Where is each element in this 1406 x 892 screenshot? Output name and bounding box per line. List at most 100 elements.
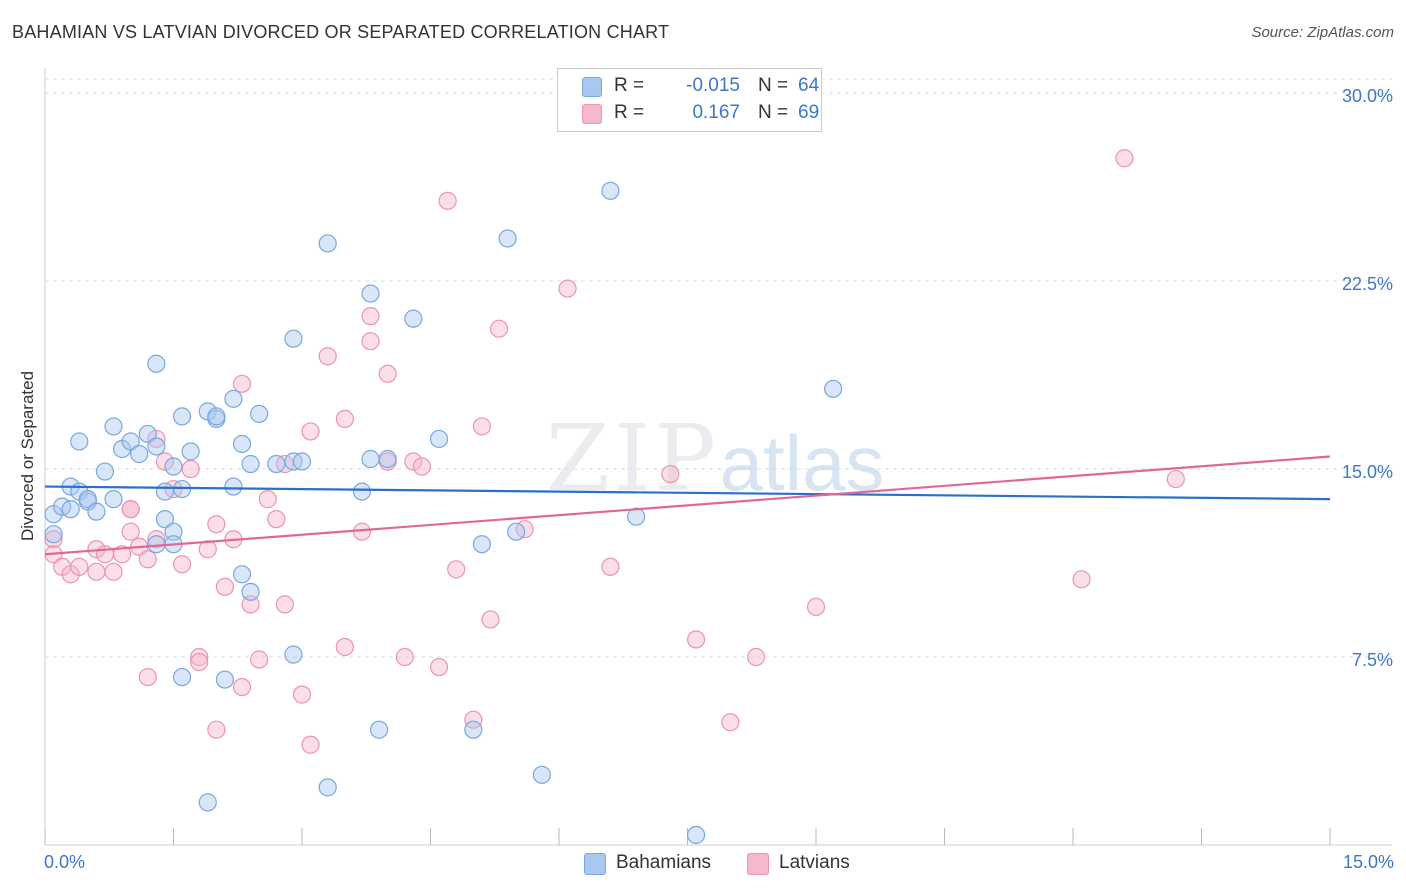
data-point-bahamians: [507, 522, 526, 541]
trend-line-latvians: [44, 455, 1331, 556]
data-point-bahamians: [352, 482, 372, 501]
data-point-latvians: [404, 452, 423, 471]
y-tick-label: 30.0%: [1342, 86, 1393, 106]
data-point-latvians: [301, 735, 320, 754]
data-point-latvians: [104, 562, 123, 581]
data-points: [44, 149, 1185, 845]
bottom-legend-label: Bahamians: [616, 852, 712, 873]
legend-swatch-latvians: [582, 104, 602, 124]
data-point-latvians: [429, 657, 449, 677]
data-point-latvians: [181, 459, 200, 479]
data-point-latvians: [292, 685, 312, 704]
data-point-latvians: [378, 364, 397, 383]
data-point-latvians: [481, 610, 500, 629]
data-point-bahamians: [241, 454, 260, 474]
trend-line-bahamians: [44, 485, 1331, 501]
data-point-bahamians: [284, 329, 303, 348]
bottom-legend-swatch-bahamians: [584, 853, 606, 875]
legend-r-value: 0.167: [692, 102, 740, 123]
data-point-bahamians: [232, 434, 252, 454]
data-point-bahamians: [472, 535, 491, 554]
data-point-latvians: [412, 457, 432, 476]
data-point-bahamians: [626, 507, 646, 526]
bottom-legend-label: Latvians: [779, 852, 850, 873]
data-point-bahamians: [224, 389, 243, 408]
watermark-zip: ZIP: [546, 405, 720, 512]
data-point-latvians: [472, 417, 491, 436]
data-point-bahamians: [172, 479, 192, 499]
x-tick-label-max: 15.0%: [1342, 852, 1394, 872]
data-point-latvians: [489, 319, 509, 338]
data-point-latvians: [661, 464, 680, 484]
data-point-bahamians: [361, 284, 380, 303]
data-point-bahamians: [318, 778, 337, 797]
data-point-latvians: [155, 452, 175, 471]
data-point-bahamians: [155, 482, 175, 501]
data-point-bahamians: [224, 477, 243, 496]
data-point-latvians: [746, 647, 766, 667]
data-point-bahamians: [78, 490, 97, 509]
data-point-latvians: [318, 347, 337, 366]
data-point-bahamians: [824, 379, 843, 398]
data-point-bahamians: [250, 404, 269, 423]
legend-n-label: N =: [758, 75, 789, 96]
data-point-bahamians: [361, 449, 380, 469]
data-point-bahamians: [498, 229, 517, 248]
data-point-bahamians: [532, 765, 551, 784]
data-point-latvians: [241, 595, 260, 614]
data-point-latvians: [464, 710, 483, 729]
data-point-bahamians: [44, 525, 63, 544]
data-point-latvians: [207, 515, 226, 534]
data-point-bahamians: [181, 442, 200, 461]
data-point-latvians: [395, 647, 414, 667]
data-point-latvians: [335, 637, 354, 657]
data-point-bahamians: [104, 490, 123, 509]
data-point-bahamians: [686, 825, 706, 845]
data-point-latvians: [138, 667, 157, 687]
x-tick-label-min: 0.0%: [44, 852, 86, 872]
data-point-latvians: [112, 545, 132, 564]
data-point-bahamians: [207, 407, 226, 426]
data-point-latvians: [275, 595, 294, 614]
data-point-bahamians: [130, 444, 149, 464]
data-point-bahamians: [370, 720, 389, 739]
data-point-latvians: [267, 510, 286, 529]
data-point-latvians: [1115, 149, 1134, 168]
legend-n-value: 69: [798, 102, 820, 123]
watermark: ZIP atlas: [546, 405, 884, 512]
legend-r-value: -0.015: [686, 75, 740, 96]
data-point-latvians: [121, 522, 140, 541]
legend-r-label: R =: [614, 75, 645, 96]
data-point-latvians: [250, 650, 269, 669]
data-point-latvians: [361, 332, 380, 351]
data-point-bahamians: [164, 522, 183, 541]
legend-swatch-bahamians: [582, 77, 602, 97]
data-point-latvians: [198, 540, 217, 559]
data-point-latvians: [806, 597, 826, 616]
y-tick-label: 7.5%: [1352, 650, 1393, 670]
y-tick-label: 22.5%: [1342, 274, 1393, 294]
data-point-bahamians: [601, 181, 620, 200]
legend-n-value: 64: [798, 75, 820, 96]
trend-lines: [44, 455, 1331, 556]
data-point-bahamians: [232, 565, 252, 584]
data-point-latvians: [215, 577, 234, 596]
data-point-latvians: [207, 720, 226, 739]
data-point-latvians: [172, 555, 192, 574]
chart-title: BAHAMIAN VS LATVIAN DIVORCED OR SEPARATE…: [12, 22, 670, 42]
data-point-bahamians: [147, 354, 166, 373]
data-point-latvians: [147, 530, 166, 549]
data-point-latvians: [1072, 570, 1091, 589]
data-point-latvians: [686, 630, 706, 649]
data-point-bahamians: [429, 429, 449, 449]
data-point-latvians: [70, 557, 89, 576]
data-point-latvians: [44, 530, 63, 549]
data-point-latvians: [447, 560, 466, 579]
data-point-bahamians: [164, 457, 183, 476]
data-point-latvians: [190, 647, 209, 667]
data-point-bahamians: [121, 432, 140, 451]
legend-r-label: R =: [614, 102, 645, 123]
data-point-bahamians: [404, 309, 423, 328]
data-point-bahamians: [147, 437, 166, 456]
